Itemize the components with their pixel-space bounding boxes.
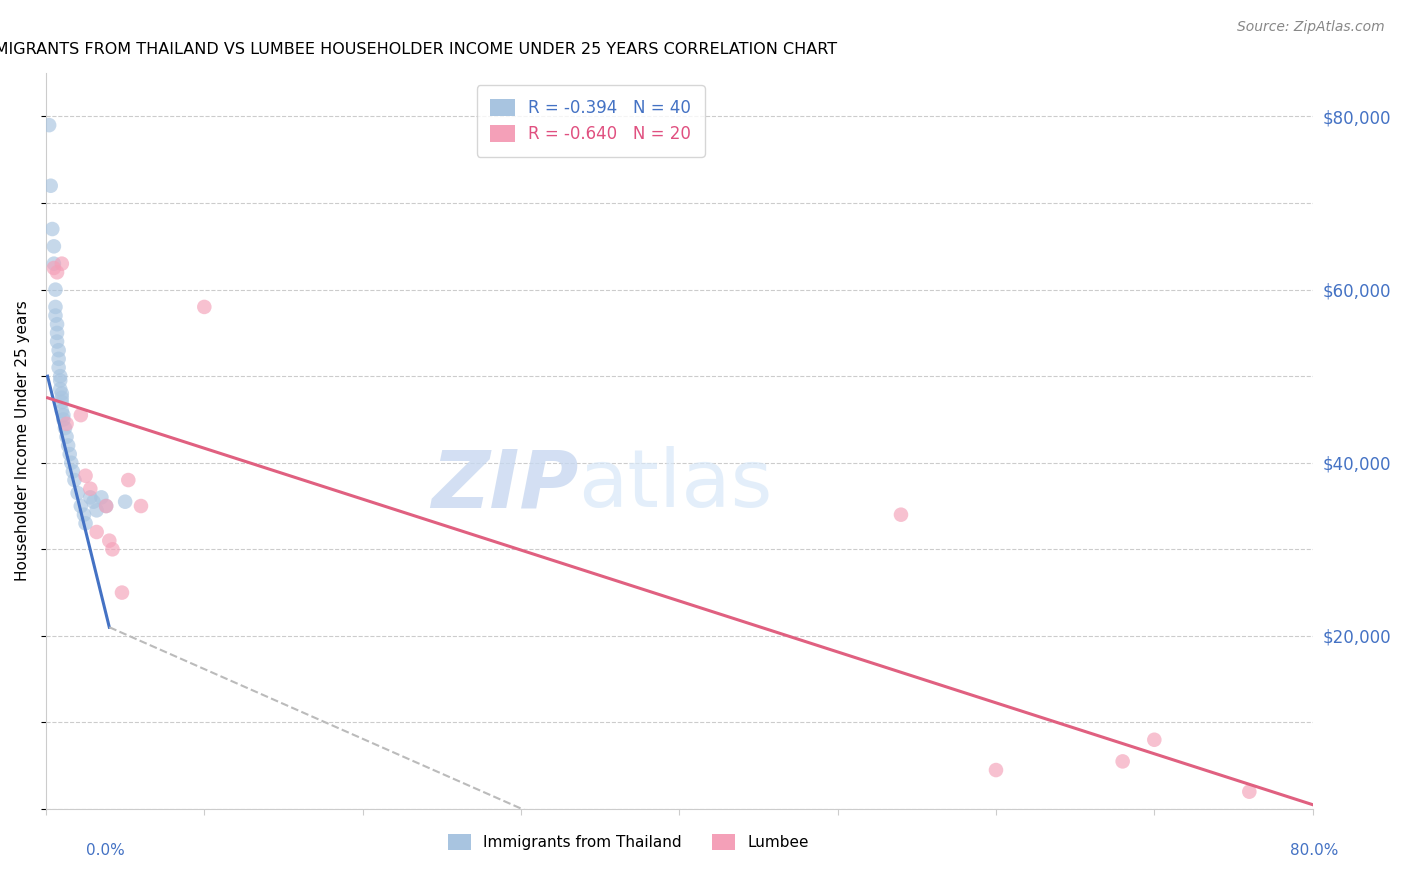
Point <box>51 386 73 401</box>
Point <box>114 494 136 508</box>
Point <box>39 178 62 193</box>
Point <box>46 334 69 349</box>
Text: atlas: atlas <box>578 446 772 524</box>
Point <box>44 283 66 297</box>
Point <box>86 503 108 517</box>
Point <box>101 542 124 557</box>
Point <box>79 482 101 496</box>
Point <box>49 374 72 388</box>
Point <box>51 404 73 418</box>
Point <box>111 585 134 599</box>
Point <box>79 491 101 505</box>
Point <box>63 473 86 487</box>
Point <box>41 222 63 236</box>
Point <box>48 360 70 375</box>
Point <box>62 464 84 478</box>
Point <box>44 309 66 323</box>
Point <box>98 533 121 548</box>
Point <box>193 300 215 314</box>
Point <box>48 343 70 358</box>
Point <box>46 326 69 340</box>
Point <box>94 499 117 513</box>
Point <box>90 491 112 505</box>
Point <box>86 524 108 539</box>
Point <box>42 239 65 253</box>
Text: 0.0%: 0.0% <box>86 843 125 858</box>
Point <box>82 494 104 508</box>
Legend: R = -0.394   N = 40, R = -0.640   N = 20: R = -0.394 N = 40, R = -0.640 N = 20 <box>477 86 704 157</box>
Point <box>46 318 69 332</box>
Point <box>984 763 1007 777</box>
Point <box>1111 755 1133 769</box>
Point <box>890 508 912 522</box>
Point <box>75 516 97 531</box>
Text: IMMIGRANTS FROM THAILAND VS LUMBEE HOUSEHOLDER INCOME UNDER 25 YEARS CORRELATION: IMMIGRANTS FROM THAILAND VS LUMBEE HOUSE… <box>0 42 838 57</box>
Point <box>55 430 77 444</box>
Text: ZIP: ZIP <box>430 446 578 524</box>
Point <box>66 486 89 500</box>
Point <box>42 260 65 275</box>
Point <box>52 412 75 426</box>
Point <box>51 391 73 405</box>
Point <box>60 456 83 470</box>
Point <box>49 369 72 384</box>
Y-axis label: Householder Income Under 25 years: Householder Income Under 25 years <box>15 301 30 582</box>
Point <box>46 265 69 279</box>
Point <box>117 473 139 487</box>
Point <box>69 499 91 513</box>
Point <box>56 438 79 452</box>
Point <box>75 468 97 483</box>
Point <box>44 300 66 314</box>
Point <box>53 421 76 435</box>
Point <box>48 351 70 366</box>
Point <box>51 395 73 409</box>
Point <box>55 417 77 431</box>
Point <box>73 508 96 522</box>
Point <box>129 499 152 513</box>
Point <box>1239 785 1261 799</box>
Point <box>42 257 65 271</box>
Point <box>38 118 60 132</box>
Point <box>59 447 82 461</box>
Point <box>69 408 91 422</box>
Point <box>51 257 73 271</box>
Text: Source: ZipAtlas.com: Source: ZipAtlas.com <box>1237 20 1385 34</box>
Point <box>52 408 75 422</box>
Point <box>49 382 72 396</box>
Point <box>94 499 117 513</box>
Point <box>1143 732 1166 747</box>
Text: 80.0%: 80.0% <box>1291 843 1339 858</box>
